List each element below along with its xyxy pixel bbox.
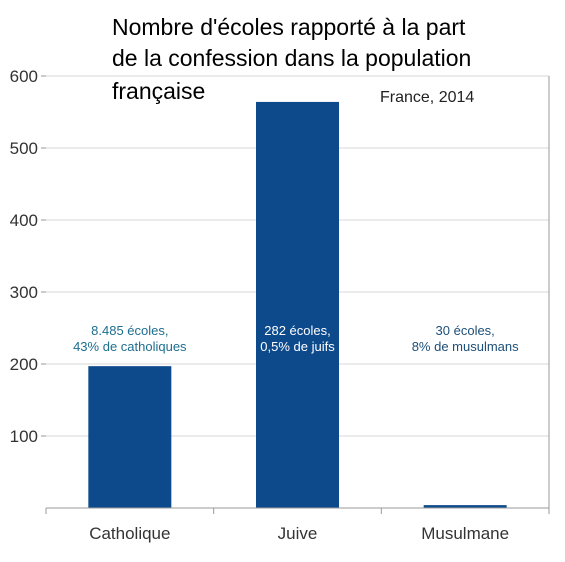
y-axis-ticks: 100 200 300 400 500 600 (10, 67, 46, 446)
bars (88, 101, 507, 509)
bar-juive (256, 101, 339, 509)
title-line-3: française (112, 78, 205, 104)
axes (46, 76, 550, 509)
y-tick-label-200: 200 (10, 355, 38, 374)
y-tick-label-500: 500 (10, 139, 38, 158)
y-tick-label-300: 300 (10, 283, 38, 302)
title-line-2: de la confession dans la population (112, 45, 471, 71)
data-label-musulmane-line-2: 8% de musulmans (412, 339, 519, 354)
data-labels: 8.485 écoles,43% de catholiques 282 école… (73, 323, 519, 354)
data-label-musulmane-line-1: 30 écoles, (436, 323, 495, 338)
data-label-juive-line-2: 0,5% de juifs (260, 339, 335, 354)
y-tick-label-400: 400 (10, 211, 38, 230)
bar-catholique (88, 366, 172, 508)
data-label-catholique-line-2: 43% de catholiques (73, 339, 187, 354)
category-label-musulmane: Musulmane (421, 524, 509, 543)
data-label-juive-line-1: 282 écoles, (264, 323, 331, 338)
chart-title: Nombre d'écoles rapporté à la part de la… (112, 14, 471, 104)
chart-subtitle: France, 2014 (380, 89, 474, 106)
data-label-catholique-line-1: 8.485 écoles, (91, 323, 168, 338)
category-labels: Catholique Juive Musulmane (89, 524, 509, 543)
bar-musulmane (423, 505, 507, 508)
title-line-1: Nombre d'écoles rapporté à la part (112, 14, 466, 40)
category-label-juive: Juive (278, 524, 318, 543)
y-tick-label-600: 600 (10, 67, 38, 86)
category-label-catholique: Catholique (89, 524, 170, 543)
x-axis-ticks (45, 508, 550, 514)
y-tick-label-100: 100 (10, 427, 38, 446)
